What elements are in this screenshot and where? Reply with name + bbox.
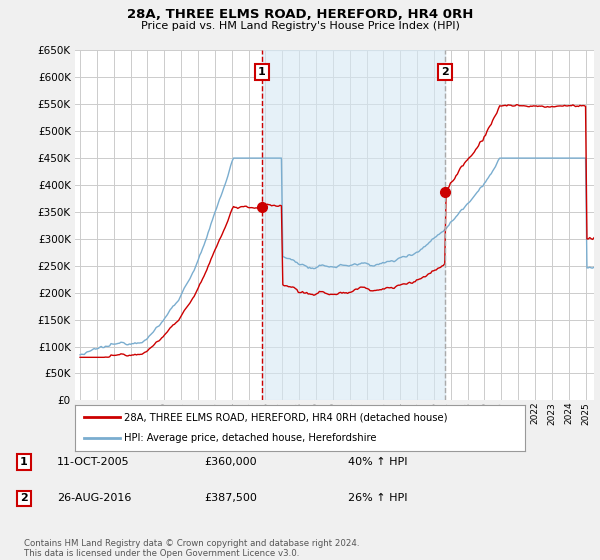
Text: 26% ↑ HPI: 26% ↑ HPI [348,493,407,503]
Text: 11-OCT-2005: 11-OCT-2005 [57,457,130,467]
Text: 26-AUG-2016: 26-AUG-2016 [57,493,131,503]
Text: Contains HM Land Registry data © Crown copyright and database right 2024.
This d: Contains HM Land Registry data © Crown c… [24,539,359,558]
Text: 1: 1 [258,67,266,77]
Text: 40% ↑ HPI: 40% ↑ HPI [348,457,407,467]
Text: £360,000: £360,000 [204,457,257,467]
Text: Price paid vs. HM Land Registry's House Price Index (HPI): Price paid vs. HM Land Registry's House … [140,21,460,31]
Bar [262,50,445,400]
Text: £387,500: £387,500 [204,493,257,503]
Text: 2: 2 [441,67,449,77]
Text: 28A, THREE ELMS ROAD, HEREFORD, HR4 0RH (detached house): 28A, THREE ELMS ROAD, HEREFORD, HR4 0RH … [125,412,448,422]
Text: 1: 1 [20,457,28,467]
Text: 28A, THREE ELMS ROAD, HEREFORD, HR4 0RH: 28A, THREE ELMS ROAD, HEREFORD, HR4 0RH [127,8,473,21]
Text: HPI: Average price, detached house, Herefordshire: HPI: Average price, detached house, Here… [125,433,377,444]
Text: 2: 2 [20,493,28,503]
